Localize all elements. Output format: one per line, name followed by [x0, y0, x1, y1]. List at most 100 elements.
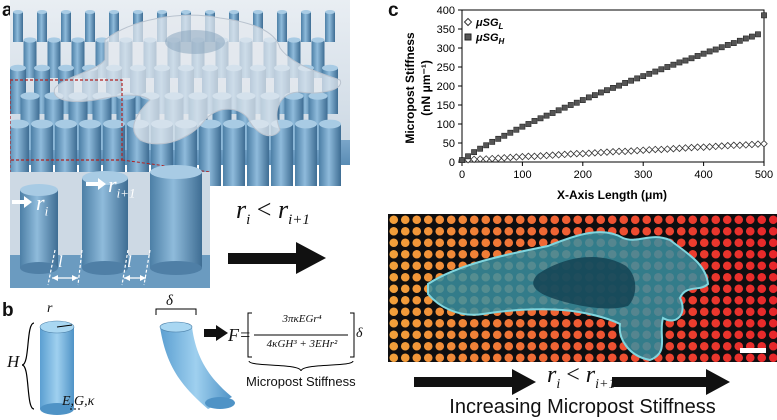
data-point — [531, 118, 538, 124]
data-point — [506, 153, 515, 162]
micropost — [10, 119, 29, 186]
data-point — [664, 64, 671, 70]
data-point — [651, 145, 660, 154]
chart-x-axis-label: X-Axis Length (μm) — [557, 188, 667, 202]
chart-series — [458, 12, 768, 164]
chart-y-axis-label-line2: (nN μm⁻¹) — [419, 60, 433, 116]
data-point — [639, 146, 647, 154]
micropost — [319, 119, 341, 186]
micropost — [31, 119, 53, 186]
micropost — [277, 10, 287, 42]
data-point — [537, 115, 544, 122]
data-point — [513, 126, 520, 133]
data-point — [573, 99, 580, 106]
micropost — [199, 119, 221, 186]
y-tick-label: 250 — [437, 62, 455, 74]
micropost — [13, 10, 23, 42]
data-point — [495, 135, 502, 142]
formula-denominator: 4κGH³ + 3EHr² — [266, 338, 338, 350]
data-point — [646, 70, 653, 77]
data-point — [622, 80, 628, 86]
chart-y-axis-label-line1: Micropost Stiffness — [403, 32, 417, 144]
micropost — [79, 119, 101, 186]
data-point — [459, 157, 465, 163]
data-point — [705, 143, 714, 151]
data-point — [615, 147, 623, 156]
data-point — [548, 151, 557, 159]
data-point — [488, 154, 496, 163]
data-point — [610, 85, 616, 91]
micropost — [55, 119, 77, 186]
data-point — [482, 155, 490, 163]
series-L — [458, 139, 768, 164]
stiffness-caption-b: Micropost Stiffness — [246, 374, 356, 389]
data-point — [663, 145, 672, 153]
data-point — [694, 53, 701, 59]
radius-label-b: r — [47, 301, 53, 316]
data-point — [560, 150, 569, 159]
data-point — [669, 144, 678, 153]
data-point — [700, 50, 707, 57]
legend-marker — [464, 33, 472, 41]
bent-post — [160, 327, 232, 409]
x-tick-label: 500 — [755, 169, 773, 181]
data-point — [555, 107, 562, 114]
data-point — [670, 61, 677, 68]
cell-body — [53, 14, 342, 145]
deflection-label-b: δ — [166, 293, 173, 309]
radius-arrow-i — [12, 196, 32, 208]
radius-arrow-i1 — [86, 178, 106, 190]
legend-marker — [463, 17, 473, 27]
data-point — [658, 66, 665, 73]
data-point — [566, 150, 575, 158]
data-point — [604, 87, 610, 94]
micropost — [223, 119, 245, 186]
legend-label: μSGH — [475, 32, 505, 46]
data-point — [711, 142, 720, 151]
force-arrow — [216, 325, 228, 341]
data-point — [507, 129, 514, 136]
x-tick-label: 100 — [513, 169, 531, 181]
micropost — [103, 119, 125, 186]
data-point — [489, 138, 496, 145]
spacing-label-1: l — [58, 252, 63, 271]
y-tick-label: 400 — [437, 5, 455, 17]
x-tick-label: 300 — [634, 169, 652, 181]
data-point — [627, 147, 635, 155]
data-point — [525, 121, 532, 127]
y-tick-label: 0 — [449, 157, 455, 169]
legend-label: μSGL — [475, 17, 504, 31]
cell-dark-region — [533, 256, 636, 309]
data-point — [579, 149, 587, 158]
data-point — [699, 143, 708, 151]
series-H — [459, 12, 767, 163]
panel-d-micrograph — [388, 214, 777, 362]
data-point — [477, 145, 484, 152]
data-point — [471, 149, 477, 156]
height-label-b: H — [7, 352, 20, 371]
data-point — [597, 148, 605, 157]
cell-nucleus — [165, 30, 225, 54]
micropost — [325, 10, 335, 42]
data-point — [742, 141, 750, 149]
data-point — [657, 145, 666, 154]
data-point — [549, 110, 556, 116]
panel-label-b: b — [2, 300, 14, 321]
y-tick-label: 150 — [437, 100, 455, 112]
data-point — [682, 57, 689, 64]
data-point — [616, 82, 622, 89]
data-point — [633, 146, 641, 155]
deflection-bracket — [155, 308, 197, 315]
micropost — [109, 10, 119, 42]
data-point — [718, 44, 725, 51]
micropost — [295, 119, 317, 186]
data-point — [742, 35, 749, 42]
zoom-region-box — [10, 79, 123, 161]
data-point — [760, 139, 768, 148]
data-point — [749, 33, 755, 40]
data-point — [501, 132, 508, 139]
data-point — [634, 75, 641, 82]
micropost — [37, 10, 47, 42]
panel-b-illustration — [21, 308, 355, 415]
